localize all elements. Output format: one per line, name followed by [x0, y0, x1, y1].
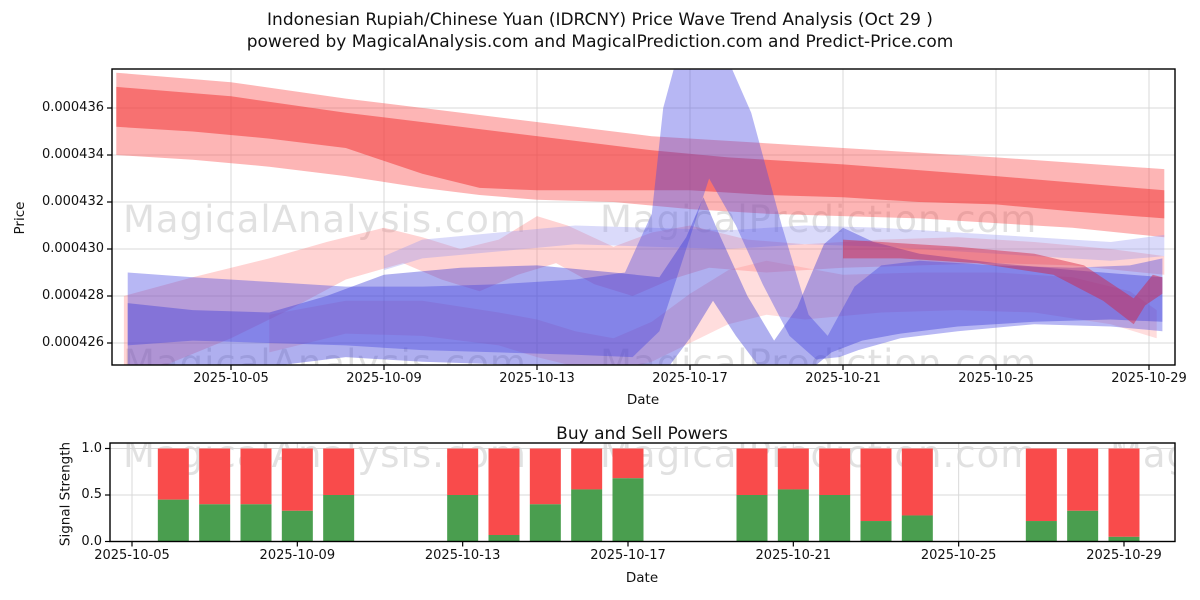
figure-title-line1: Indonesian Rupiah/Chinese Yuan (IDRCNY) … [267, 10, 933, 30]
figure-title: Indonesian Rupiah/Chinese Yuan (IDRCNY) … [0, 9, 1200, 53]
power-ytick-label: 1.0 [81, 440, 102, 456]
power-xtick-label: 2025-10-25 [920, 548, 997, 563]
bar-sell-segment [777, 448, 809, 490]
bar-buy-segment [1067, 510, 1099, 542]
price-chart-bands [116, 69, 1165, 365]
bar-sell-segment [157, 448, 189, 500]
price-xtick-label: 2025-10-29 [1111, 371, 1187, 386]
bar-sell-segment [240, 448, 272, 505]
price-xtick-label: 2025-10-13 [499, 371, 575, 386]
price-ytick-label: 0.000432 [41, 194, 104, 209]
price-xtick-label: 2025-10-17 [652, 371, 728, 386]
bar-buy-segment [612, 478, 644, 542]
bar-buy-segment [1108, 536, 1140, 542]
price-ytick-label: 0.000430 [41, 241, 104, 256]
figure-title-line2: powered by MagicalAnalysis.com and Magic… [246, 32, 954, 52]
bar-sell-segment [488, 448, 520, 535]
bar-sell-segment [819, 448, 851, 495]
price-xtick-label: 2025-10-05 [193, 371, 269, 386]
bar-sell-segment [1067, 448, 1099, 511]
bar-buy-segment [901, 515, 933, 542]
band-forecast-blue-outer [127, 69, 1163, 360]
power-chart-title: Buy and Sell Powers [556, 424, 728, 444]
power-x-axis-label: Date [625, 570, 659, 586]
price-ytick-label: 0.000434 [41, 147, 104, 162]
price-x-axis-label: Date [626, 392, 660, 408]
bar-sell-segment [447, 448, 479, 495]
bar-sell-segment [1025, 448, 1057, 522]
power-xtick-label: 2025-10-17 [590, 548, 666, 563]
price-xtick-label: 2025-10-09 [346, 371, 422, 386]
bar-buy-segment [281, 510, 313, 542]
bar-buy-segment [529, 504, 561, 542]
bar-sell-segment [323, 448, 355, 495]
price-ytick-label: 0.000436 [41, 100, 104, 115]
price-ytick-label: 0.000426 [41, 335, 104, 350]
bar-sell-segment [860, 448, 892, 522]
bar-buy-segment [571, 489, 603, 542]
bar-sell-segment [901, 448, 933, 516]
power-ytick-label: 0.5 [81, 487, 102, 502]
power-chart-bars [157, 448, 1140, 542]
bar-buy-segment [447, 495, 479, 542]
power-xtick-label: 2025-10-13 [424, 548, 501, 563]
power-xtick-label: 2025-10-21 [755, 548, 832, 563]
bar-sell-segment [571, 448, 603, 490]
bar-buy-segment [199, 504, 231, 542]
power-xtick-label: 2025-10-05 [94, 548, 170, 563]
bar-buy-segment [1025, 521, 1057, 542]
price-xtick-label: 2025-10-25 [958, 371, 1034, 386]
power-chart-frame [105, 442, 1176, 547]
power-xtick-label: 2025-10-09 [259, 548, 336, 563]
bar-buy-segment [157, 499, 189, 542]
bar-sell-segment [281, 448, 313, 511]
bar-sell-segment [1108, 448, 1140, 537]
bar-sell-segment [529, 448, 561, 505]
band-mid-wave-pink [123, 216, 1165, 365]
band-upper-lavender [384, 225, 1165, 271]
bar-buy-segment [860, 521, 892, 542]
bar-sell-segment [736, 448, 768, 495]
band-upper-trend-inner [116, 86, 1165, 219]
power-xtick-label: 2025-10-29 [1086, 548, 1162, 563]
bar-sell-segment [199, 448, 231, 505]
bar-buy-segment [240, 504, 272, 542]
bar-buy-segment [736, 495, 768, 542]
bar-buy-segment [488, 534, 520, 542]
band-forecast-blue-inner [127, 197, 1163, 365]
price-xtick-label: 2025-10-21 [805, 371, 881, 386]
bar-buy-segment [819, 495, 851, 542]
band-right-crimson-dip [843, 239, 1163, 325]
bar-sell-segment [612, 448, 644, 479]
band-low-wave-pink [269, 260, 1157, 365]
price-chart-frame [107, 68, 1176, 370]
power-chart-border [109, 442, 1176, 543]
price-chart-border [111, 68, 1176, 366]
price-ytick-label: 0.000428 [41, 288, 104, 303]
bar-buy-segment [777, 489, 809, 542]
power-ytick-label: 0.0 [81, 533, 102, 549]
price-y-axis-label: Price [12, 201, 28, 235]
bar-buy-segment [323, 495, 355, 542]
